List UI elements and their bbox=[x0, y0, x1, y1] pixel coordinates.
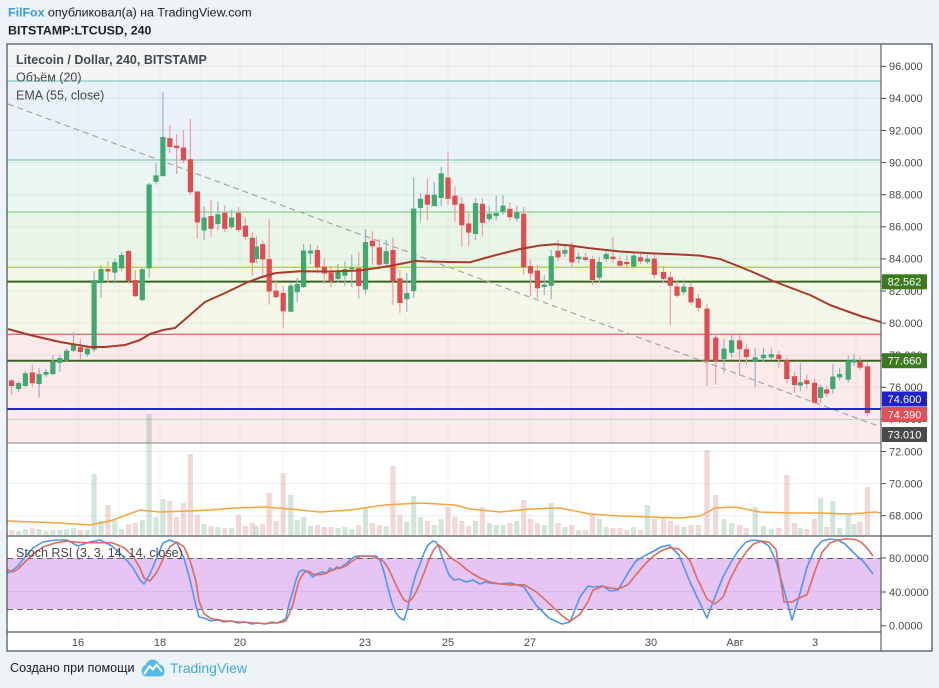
svg-text:BITSTAMP:LTCUSD, 240: BITSTAMP:LTCUSD, 240 bbox=[8, 24, 152, 38]
svg-text:EMA (55, close): EMA (55, close) bbox=[16, 89, 104, 103]
svg-text:27: 27 bbox=[524, 637, 536, 649]
svg-text:86.000: 86.000 bbox=[889, 222, 923, 234]
svg-text:30: 30 bbox=[645, 637, 657, 649]
svg-text:80.0000: 80.0000 bbox=[889, 553, 929, 565]
svg-text:82.562: 82.562 bbox=[888, 277, 922, 289]
svg-text:92.000: 92.000 bbox=[889, 125, 923, 137]
svg-text:Stoch RSI (3, 3, 14, 14, close: Stoch RSI (3, 3, 14, 14, close) bbox=[16, 546, 183, 560]
svg-text:TradingView: TradingView bbox=[170, 660, 248, 676]
svg-text:73.010: 73.010 bbox=[888, 429, 922, 441]
svg-text:16: 16 bbox=[72, 637, 84, 649]
svg-text:94.000: 94.000 bbox=[889, 93, 923, 105]
svg-text:90.000: 90.000 bbox=[889, 157, 923, 169]
svg-text:FilFox опубликовал(а) на Tradi: FilFox опубликовал(а) на TradingView.com bbox=[8, 6, 252, 20]
svg-text:74.600: 74.600 bbox=[888, 394, 922, 406]
svg-text:96.000: 96.000 bbox=[889, 61, 923, 73]
svg-text:74.390: 74.390 bbox=[888, 409, 922, 421]
svg-text:25: 25 bbox=[442, 637, 454, 649]
svg-text:Авг: Авг bbox=[726, 637, 743, 649]
svg-text:84.000: 84.000 bbox=[889, 254, 923, 266]
svg-text:23: 23 bbox=[359, 637, 371, 649]
svg-text:88.000: 88.000 bbox=[889, 190, 923, 202]
svg-text:Объём (20): Объём (20) bbox=[16, 71, 82, 85]
svg-text:3: 3 bbox=[812, 637, 818, 649]
svg-text:68.000: 68.000 bbox=[889, 511, 923, 523]
svg-text:77.660: 77.660 bbox=[888, 356, 922, 368]
svg-text:18: 18 bbox=[154, 637, 166, 649]
svg-text:40.0000: 40.0000 bbox=[889, 587, 929, 599]
svg-text:72.000: 72.000 bbox=[889, 446, 923, 458]
svg-text:Litecoin / Dollar, 240, BITSTA: Litecoin / Dollar, 240, BITSTAMP bbox=[16, 53, 207, 67]
svg-text:70.000: 70.000 bbox=[889, 478, 923, 490]
svg-text:Создано при помощи: Создано при помощи bbox=[10, 661, 135, 675]
svg-text:80.000: 80.000 bbox=[889, 318, 923, 330]
svg-text:20: 20 bbox=[234, 637, 246, 649]
svg-text:76.000: 76.000 bbox=[889, 382, 923, 394]
svg-text:0.0000: 0.0000 bbox=[889, 621, 923, 633]
